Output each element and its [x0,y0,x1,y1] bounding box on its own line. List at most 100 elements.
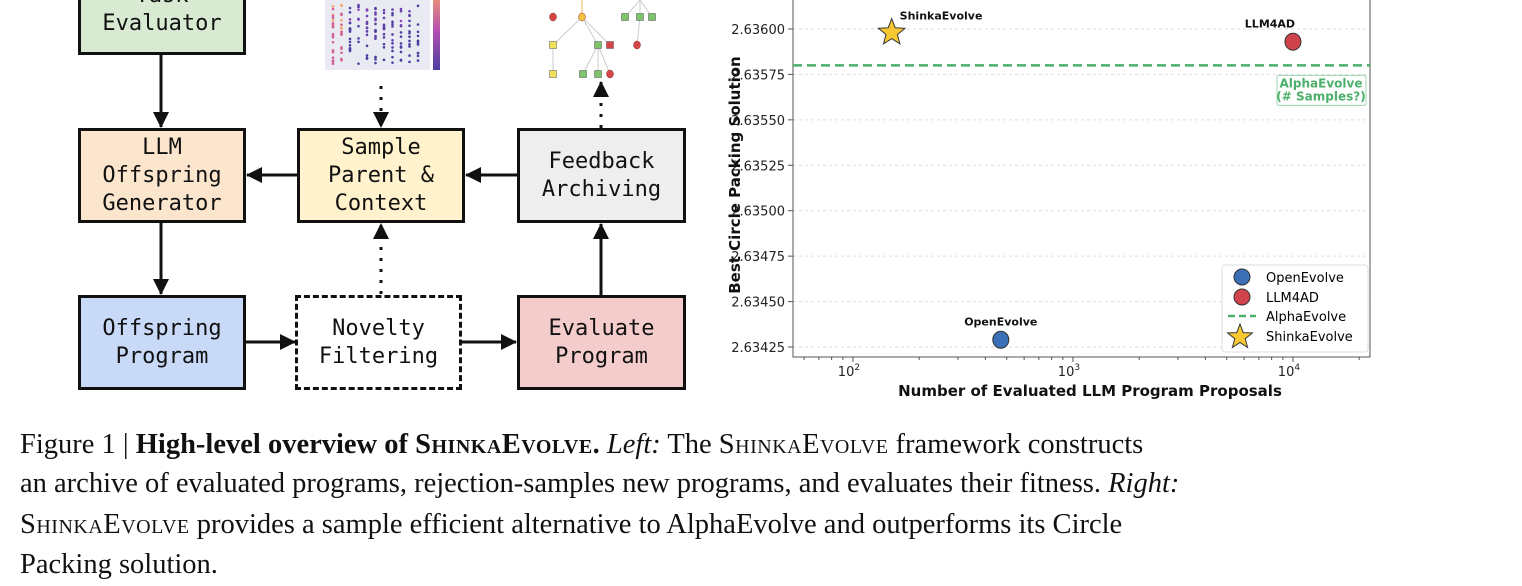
tree-node [594,41,602,49]
thumbnail-dot [416,39,420,43]
thumbnail-dot [340,30,343,34]
thumbnail-dot [399,23,403,27]
tree-node [578,12,586,22]
y-tick-label: 2.63500 [731,205,785,220]
archive-tree-thumbnail [552,0,653,75]
legend-marker-openevolve [1233,268,1251,286]
thumbnail-dot [348,47,352,50]
point-openevolve [992,330,1010,349]
tree-node [606,69,614,79]
legend-marker-llm4ad [1233,288,1251,306]
thumbnail-dot [391,55,394,59]
thumbnail-dot [340,26,343,29]
thumbnail-dot [374,61,377,65]
thumbnail-dot [416,34,420,38]
x-tick-label: 104 [1278,363,1301,380]
caption-text: Packing solution. [20,549,218,580]
thumbnail-dot [391,8,394,11]
thumbnail-dot [374,55,377,59]
thumbnail-dot [408,30,411,33]
thumbnail-dot [357,8,360,11]
thumbnail-dot [340,23,343,26]
thumbnail-dot [391,38,394,42]
thumbnail-dot [348,11,352,14]
caption-text: The [660,429,719,460]
thumbnail-dot [391,22,394,26]
thumbnail-dot [416,59,420,62]
thumbnail-dot [357,62,360,65]
thumbnail-dot [374,13,377,16]
caption-figure-number: Figure 1 | [20,429,136,460]
thumbnail-dot [382,42,386,46]
legend: OpenEvolve LLM4AD AlphaEvolve ShinkaEvol… [1221,264,1369,353]
legend-label-llm4ad: LLM4AD [1266,291,1319,306]
x-axis-label: Number of Evaluated LLM Program Proposal… [898,382,1282,400]
thumbnail-dot [331,24,335,28]
caption-text: provides a sample efficient alternative … [189,509,1123,540]
thumbnail-dot [382,16,386,20]
thumbnail-dot [365,57,369,60]
y-tick-label: 2.63425 [731,341,785,356]
alphaevolve-annotation: AlphaEvolve [1280,76,1363,90]
figure-caption-line-4: Packing solution. [20,549,218,581]
thumbnail-dot [331,49,335,52]
thumbnail-dot [357,24,360,28]
thumbnail-dot [340,12,343,16]
thumbnail-dot [391,11,394,15]
point-label-openevolve: OpenEvolve [964,316,1037,329]
thumbnail-dot [382,32,386,36]
tree-node [621,13,629,21]
legend-label-openevolve: OpenEvolve [1266,271,1344,286]
caption-text: an archive of evaluated programs, reject… [20,468,1109,499]
thumbnail-dot [331,59,335,62]
thumbnail-dot [416,23,420,26]
thumbnail-dot [348,37,352,41]
thumbnail-dot [416,54,420,58]
thumbnail-dot [399,31,403,34]
thumbnail-dot [408,45,411,48]
thumbnail-dot [348,18,352,21]
thumbnail-dot [408,24,411,27]
thumbnail-dot [331,19,335,22]
evaluate-program-box: Evaluate Program [517,295,686,390]
thumbnail-dot [399,45,403,48]
legend-marker-shinkaevolve [1226,322,1254,349]
thumbnail-dot [408,42,411,46]
caption-name: ShinkaEvolve [20,509,190,540]
thumbnail-dot [365,30,369,33]
thumbnail-dot [331,56,335,60]
x-tick-label: 103 [1058,363,1080,380]
thumbnail-dot [331,4,335,8]
novelty-filtering-box: Novelty Filtering [295,295,462,390]
llm-offspring-generator-box: LLM Offspring Generator [78,128,246,223]
thumbnail-dot [348,21,352,25]
legend-label-alphaevolve: AlphaEvolve [1266,310,1346,325]
tree-node [633,40,641,50]
point-shinkaevolve [877,17,907,46]
thumbnail-dot [357,18,360,21]
thumbnail-dot [408,19,411,23]
thumbnail-dot [408,35,411,38]
sample-parent-context-box: Sample Parent & Context [297,128,465,223]
thumbnail-dot [408,54,411,57]
tree-node [549,12,557,22]
alphaevolve-annotation-samples: (# Samples?) [1276,89,1365,103]
thumbnail-dot [399,7,403,11]
thumbnail-dot [357,40,360,44]
thumbnail-dot [391,46,394,49]
thumbnail-dot [399,42,403,45]
thumbnail-dot [331,7,335,11]
thumbnail-dot [374,37,377,40]
thumbnail-dot [331,50,335,54]
thumbnail-dot [348,40,352,44]
caption-left-label: Left: [606,429,661,460]
thumbnail-dot [374,18,377,22]
thumbnail-dot [391,42,394,45]
caption-title-period: . [592,429,600,460]
y-tick-label: 2.63550 [731,114,785,129]
thumbnail-dot [374,7,377,11]
archive-scatter-thumbnail [325,0,440,70]
plot-frame [792,0,1371,358]
thumbnail-dot [340,33,343,36]
